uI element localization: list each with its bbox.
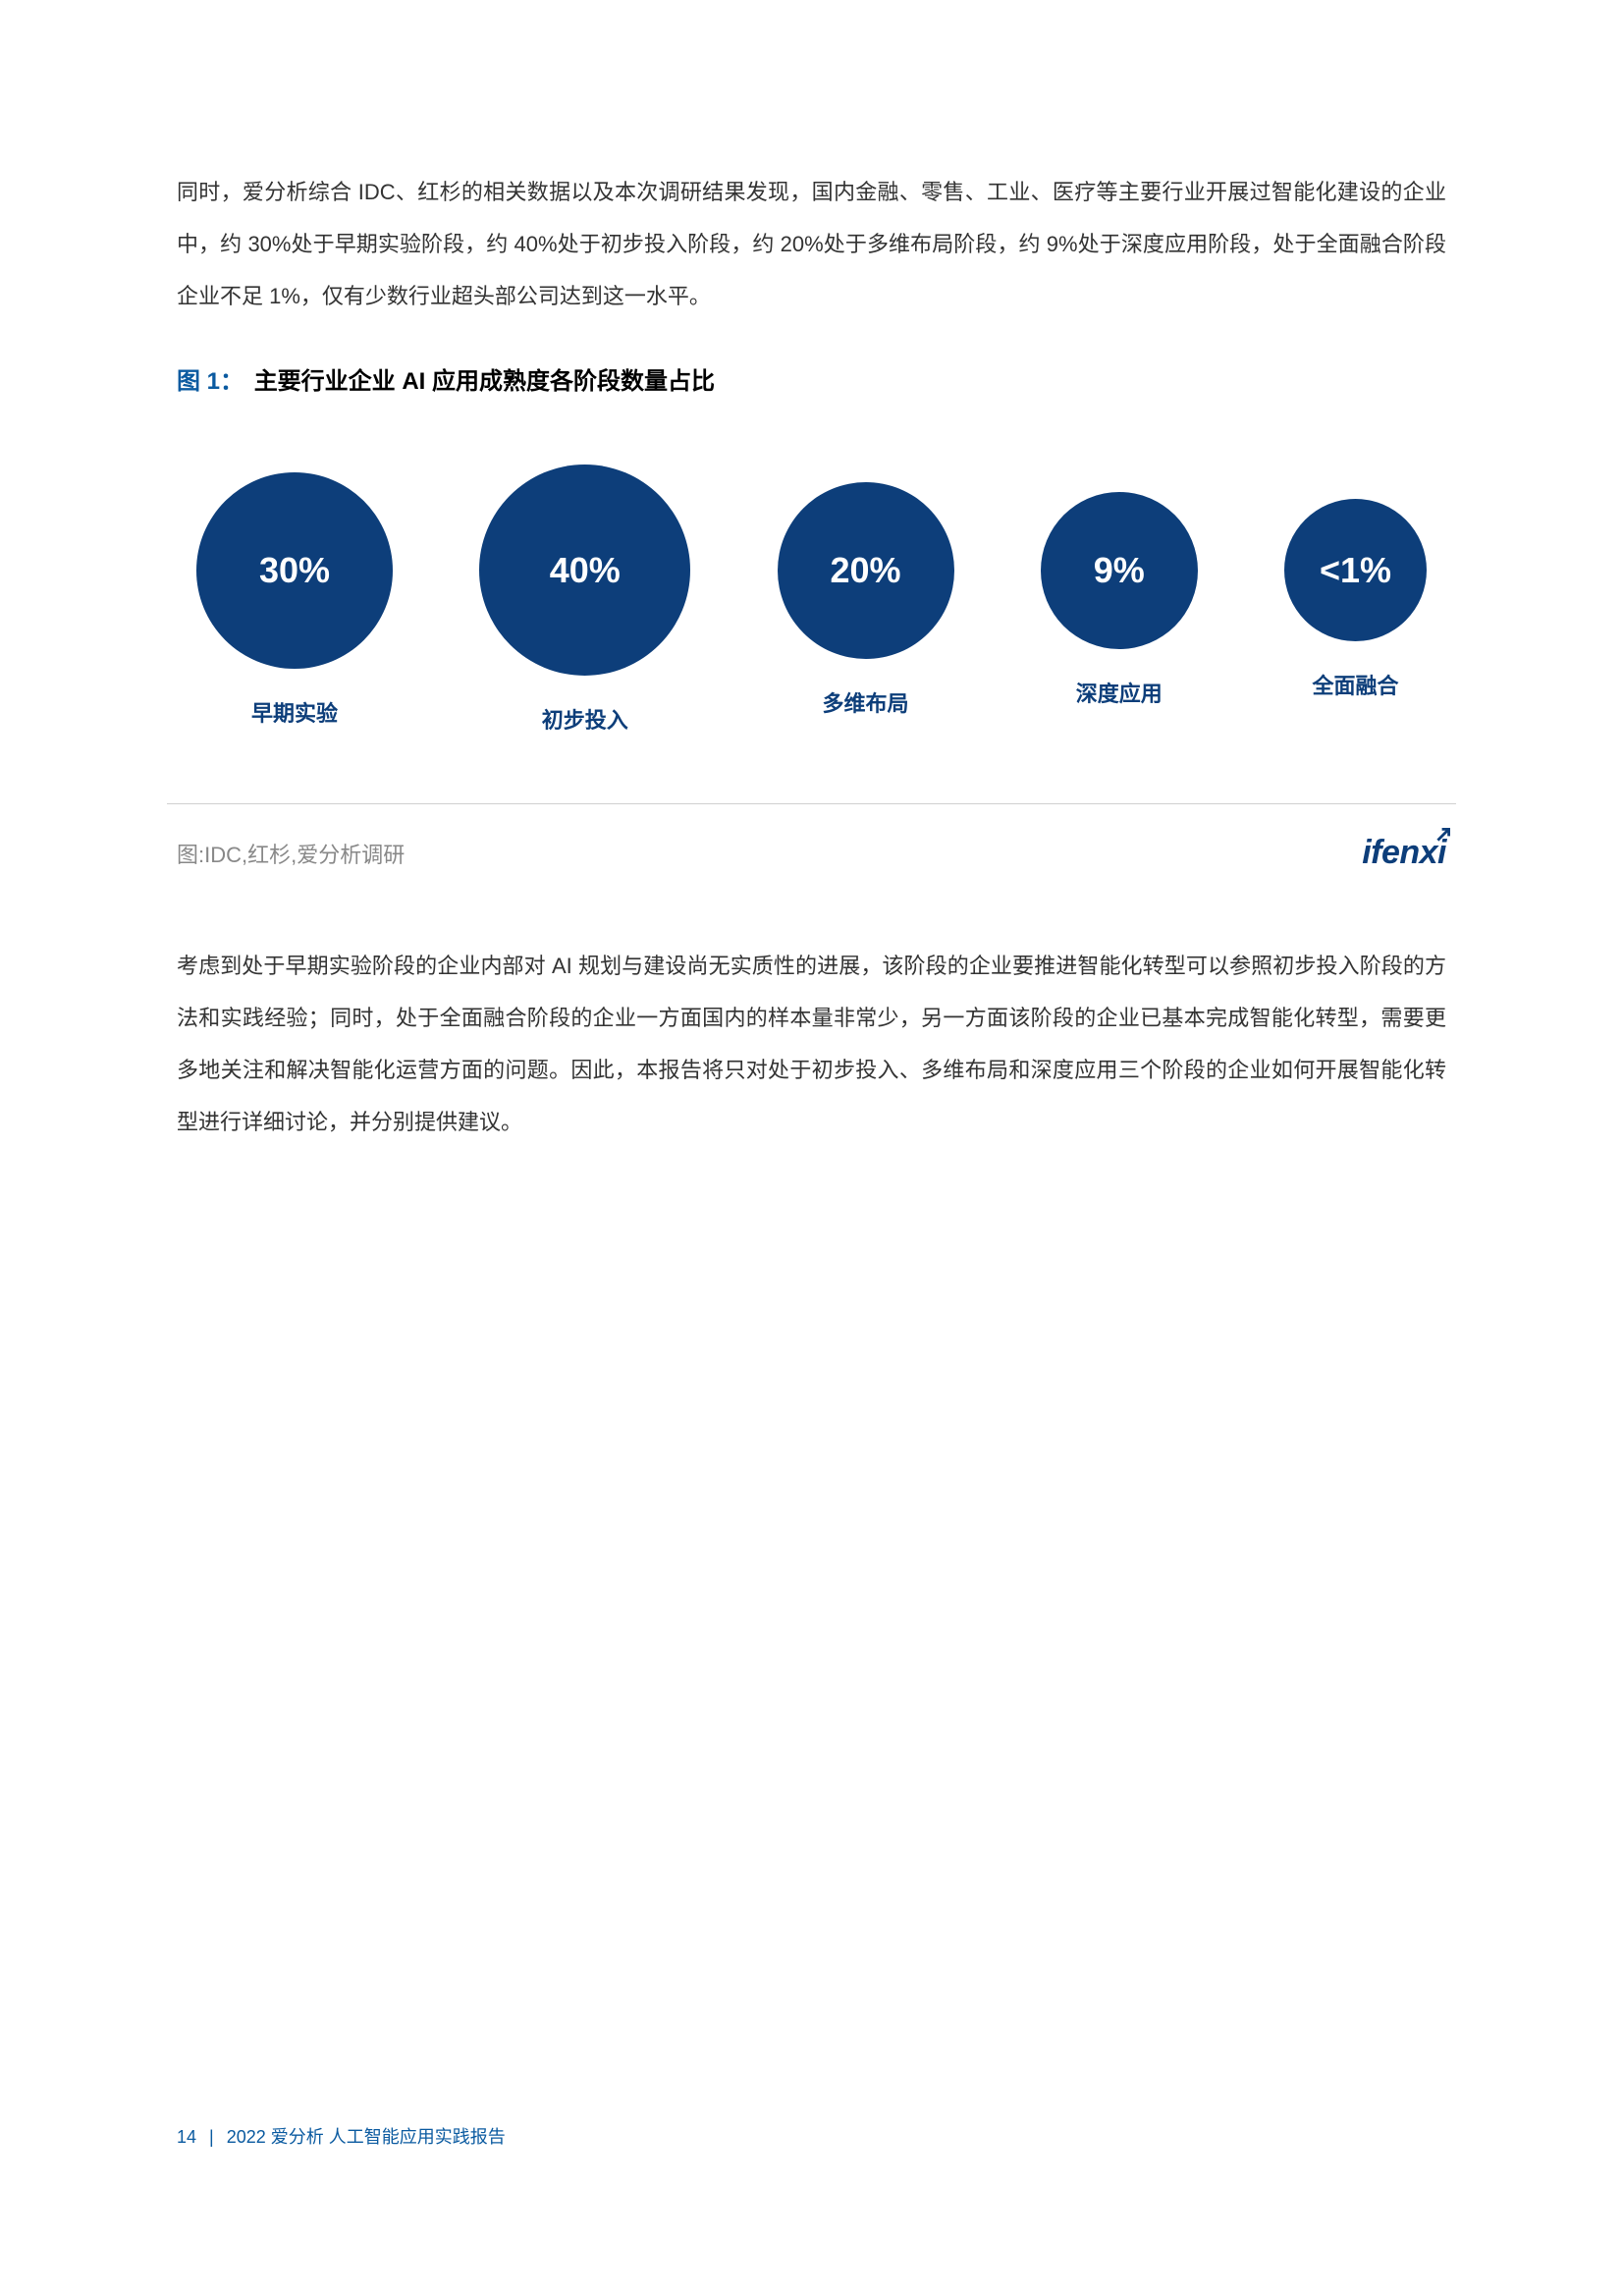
circle-item-4: <1% 全面融合 bbox=[1284, 499, 1427, 700]
circle-label-3: 深度应用 bbox=[1076, 677, 1163, 708]
analysis-paragraph: 考虑到处于早期实验阶段的企业内部对 AI 规划与建设尚无实质性的进展，该阶段的企… bbox=[177, 941, 1446, 1148]
circle-label-0: 早期实验 bbox=[251, 696, 338, 728]
maturity-chart: 30% 早期实验 40% 初步投入 20% 多维布局 9% 深度应用 <1% 全面融合 图:IDC… bbox=[167, 445, 1456, 921]
circle-3: 9% bbox=[1041, 492, 1198, 649]
circle-2: 20% bbox=[778, 482, 954, 659]
page-number: 14 bbox=[177, 2127, 196, 2147]
figure-label: 图 1： bbox=[177, 368, 243, 395]
circle-0: 30% bbox=[196, 472, 393, 669]
page-footer: 14 | 2022 爱分析 人工智能应用实践报告 bbox=[177, 2123, 506, 2149]
circle-item-1: 40% 初步投入 bbox=[479, 465, 690, 735]
brand-arrow-icon bbox=[1436, 828, 1450, 842]
figure-title: 图 1： 主要行业企业 AI 应用成熟度各阶段数量占比 bbox=[177, 361, 1446, 396]
report-title: 2022 爱分析 人工智能应用实践报告 bbox=[227, 2127, 506, 2147]
brand-text: ifenxi bbox=[1362, 834, 1446, 871]
chart-footer: 图:IDC,红杉,爱分析调研 ifenxi bbox=[167, 804, 1456, 921]
circle-label-4: 全面融合 bbox=[1312, 669, 1398, 700]
figure-title-text: 主要行业企业 AI 应用成熟度各阶段数量占比 bbox=[254, 368, 715, 395]
circle-item-3: 9% 深度应用 bbox=[1041, 492, 1198, 708]
circle-1: 40% bbox=[479, 465, 690, 676]
circle-item-2: 20% 多维布局 bbox=[778, 482, 954, 718]
circle-item-0: 30% 早期实验 bbox=[196, 472, 393, 728]
footer-separator: | bbox=[209, 2127, 214, 2147]
circle-label-2: 多维布局 bbox=[822, 686, 908, 718]
circle-label-1: 初步投入 bbox=[542, 703, 628, 735]
intro-paragraph: 同时，爱分析综合 IDC、红杉的相关数据以及本次调研结果发现，国内金融、零售、工… bbox=[177, 167, 1446, 322]
chart-source: 图:IDC,红杉,爱分析调研 bbox=[177, 838, 405, 869]
circle-4: <1% bbox=[1284, 499, 1427, 641]
circles-row: 30% 早期实验 40% 初步投入 20% 多维布局 9% 深度应用 <1% 全面融合 bbox=[167, 445, 1456, 764]
brand-logo: ifenxi bbox=[1362, 834, 1446, 872]
